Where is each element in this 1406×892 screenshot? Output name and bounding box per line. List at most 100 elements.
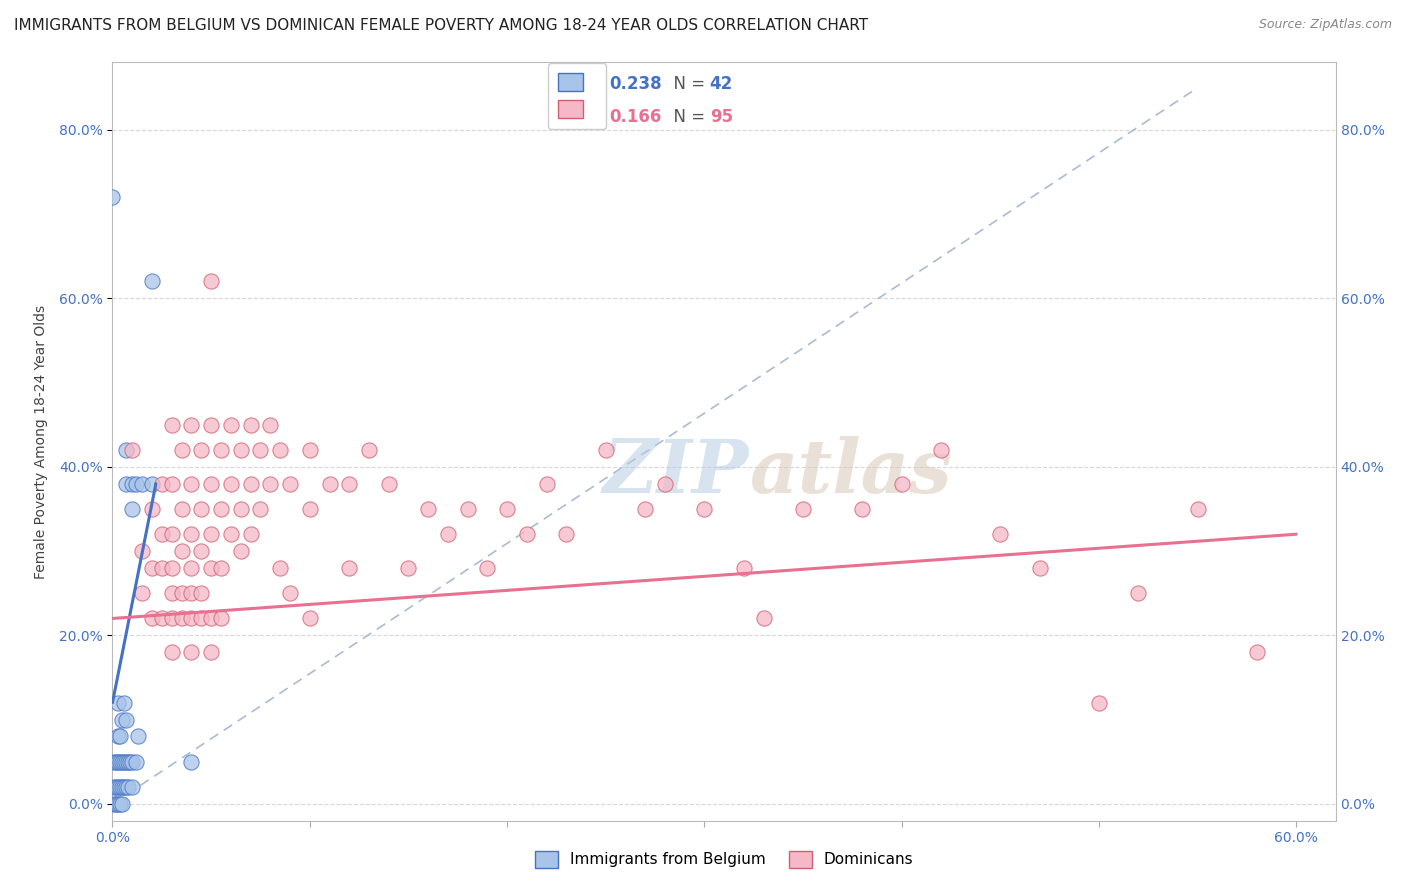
Point [115,442,138,457]
Point [150,527,173,541]
Point [141,275,163,289]
Point [180,561,202,575]
Point [110,730,132,744]
Point [190,611,212,625]
Point [121,780,143,794]
Point [200,275,222,289]
Text: atlas: atlas [748,435,952,508]
Point [150,611,173,625]
Point [337,476,360,491]
Point [117,780,139,794]
Point [200,611,222,625]
Point [269,442,291,457]
Point [269,561,291,575]
Point [988,527,1011,541]
Point [180,527,202,541]
Text: 95: 95 [710,108,733,126]
Point [377,476,399,491]
Point [110,780,132,794]
Point [105,780,128,794]
Text: Source: ZipAtlas.com: Source: ZipAtlas.com [1258,18,1392,31]
Point [110,755,132,769]
Point [337,561,360,575]
Text: 0.238: 0.238 [609,75,662,93]
Point [396,561,419,575]
Point [115,755,138,769]
Point [107,780,129,794]
Point [477,561,499,575]
Point [200,645,222,659]
Point [209,561,232,575]
Point [150,561,173,575]
Point [259,417,281,432]
Point [110,797,132,811]
Point [200,561,222,575]
Point [357,442,380,457]
Point [101,190,124,204]
Point [180,586,202,600]
Point [496,502,519,516]
Point [121,442,143,457]
Point [103,780,125,794]
Point [170,502,193,516]
Text: ZIP: ZIP [602,435,748,508]
Text: 0.166: 0.166 [609,108,662,126]
Point [131,544,153,558]
Point [190,544,212,558]
Point [190,586,212,600]
Point [318,476,340,491]
Point [170,586,193,600]
Text: IMMIGRANTS FROM BELGIUM VS DOMINICAN FEMALE POVERTY AMONG 18-24 YEAR OLDS CORREL: IMMIGRANTS FROM BELGIUM VS DOMINICAN FEM… [14,18,868,33]
Point [180,645,202,659]
Point [229,544,252,558]
Point [160,586,183,600]
Point [298,611,321,625]
Point [121,755,143,769]
Point [127,730,149,744]
Point [595,442,617,457]
Point [278,586,301,600]
Point [1029,561,1052,575]
Point [200,527,222,541]
Text: N =: N = [664,108,710,126]
Point [249,442,271,457]
Point [200,476,222,491]
Point [160,417,183,432]
Point [115,780,138,794]
Point [170,544,193,558]
Point [555,527,578,541]
Point [125,755,148,769]
Point [239,527,262,541]
Point [1088,696,1111,710]
Point [105,755,128,769]
Point [125,476,148,491]
Point [131,586,153,600]
Point [851,502,873,516]
Point [190,442,212,457]
Point [634,502,657,516]
Point [150,476,173,491]
Point [229,502,252,516]
Point [141,502,163,516]
Point [457,502,479,516]
Point [792,502,814,516]
Point [180,417,202,432]
Point [115,476,138,491]
Point [209,502,232,516]
Point [180,476,202,491]
Text: 42: 42 [710,75,733,93]
Point [112,696,135,710]
Point [115,713,138,727]
Point [278,476,301,491]
Legend: Immigrants from Belgium, Dominicans: Immigrants from Belgium, Dominicans [529,845,920,873]
Point [105,797,128,811]
Point [229,442,252,457]
Point [111,780,134,794]
Y-axis label: Female Poverty Among 18-24 Year Olds: Female Poverty Among 18-24 Year Olds [34,304,48,579]
Point [298,502,321,516]
Point [107,797,129,811]
Point [209,611,232,625]
Point [112,780,135,794]
Point [141,476,163,491]
Point [239,417,262,432]
